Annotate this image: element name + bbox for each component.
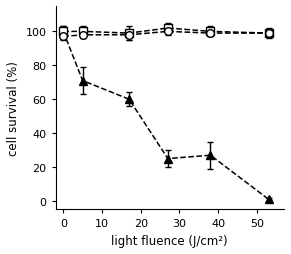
Y-axis label: cell survival (%): cell survival (%) <box>7 61 20 155</box>
X-axis label: light fluence (J/cm²): light fluence (J/cm²) <box>111 234 228 247</box>
